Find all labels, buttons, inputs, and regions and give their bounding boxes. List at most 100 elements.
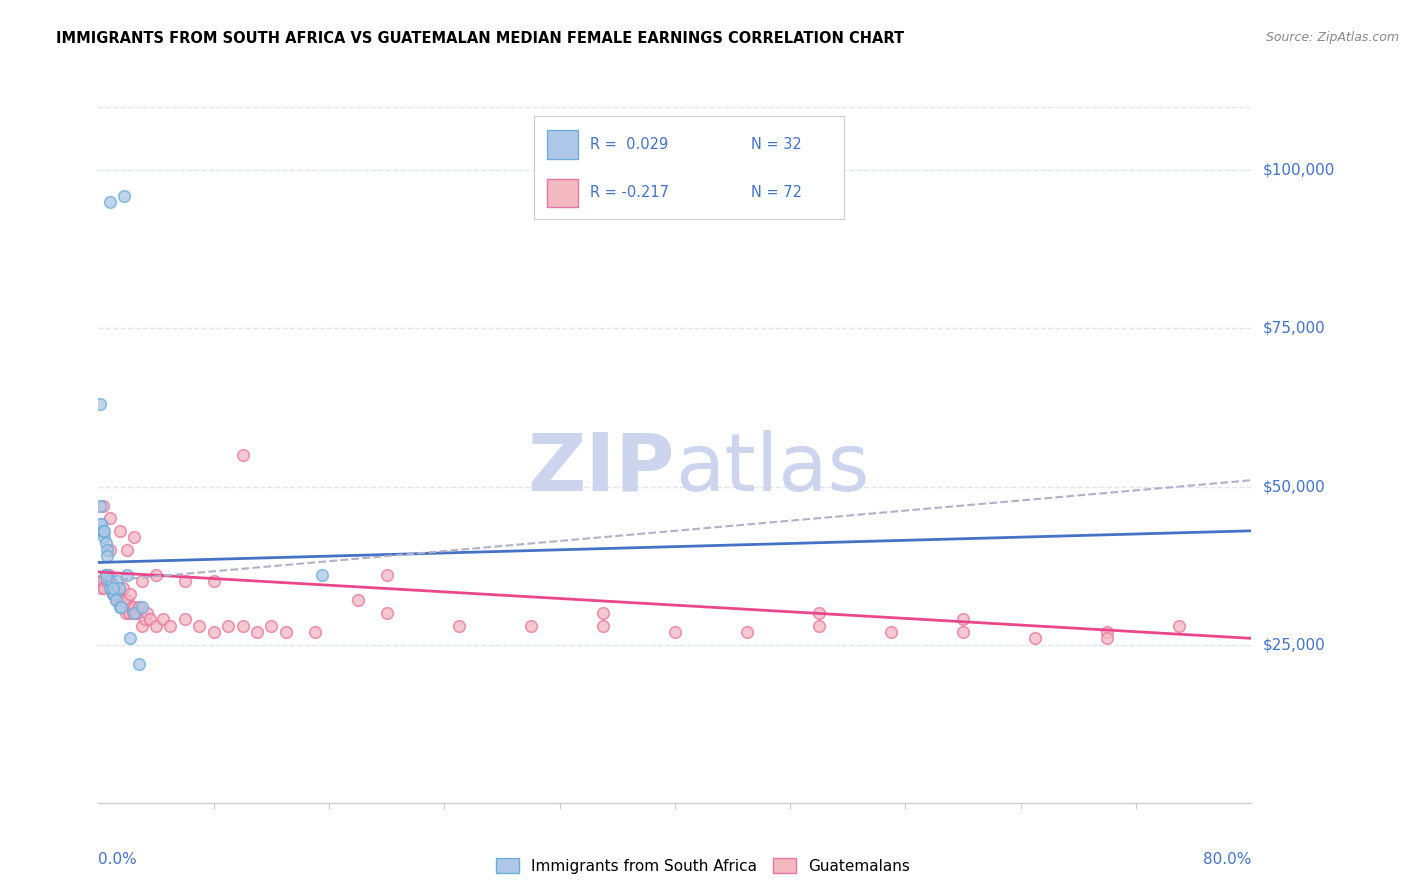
- Point: [346, 593, 368, 607]
- Point: [125, 606, 148, 620]
- Point: [136, 606, 159, 620]
- Point: [124, 530, 146, 544]
- Point: [120, 587, 142, 601]
- Point: [124, 606, 146, 620]
- Point: [122, 606, 145, 620]
- Point: [89, 574, 111, 589]
- Point: [110, 587, 132, 601]
- Point: [96, 542, 118, 557]
- Point: [89, 397, 111, 411]
- Point: [101, 587, 124, 601]
- Point: [188, 618, 211, 632]
- Point: [111, 581, 134, 595]
- Point: [152, 612, 174, 626]
- Text: $75,000: $75,000: [1263, 321, 1326, 336]
- Text: ZIP: ZIP: [527, 430, 675, 508]
- Point: [117, 542, 138, 557]
- Point: [112, 593, 135, 607]
- Point: [231, 618, 254, 632]
- Point: [735, 625, 758, 640]
- Text: R = -0.217: R = -0.217: [591, 186, 669, 201]
- Point: [131, 599, 153, 614]
- Point: [1168, 618, 1191, 632]
- Point: [124, 599, 146, 614]
- Point: [260, 618, 283, 632]
- Point: [98, 511, 121, 525]
- Text: $50,000: $50,000: [1263, 479, 1326, 494]
- Point: [128, 599, 150, 614]
- Point: [117, 593, 138, 607]
- Point: [807, 618, 830, 632]
- Point: [94, 568, 117, 582]
- Point: [174, 612, 197, 626]
- Point: [159, 618, 181, 632]
- Point: [592, 618, 614, 632]
- Text: 0.0%: 0.0%: [98, 852, 138, 866]
- Point: [139, 612, 162, 626]
- Text: Source: ZipAtlas.com: Source: ZipAtlas.com: [1265, 31, 1399, 45]
- Point: [952, 612, 974, 626]
- Point: [96, 549, 118, 563]
- Point: [520, 618, 543, 632]
- Point: [447, 618, 470, 632]
- Point: [98, 581, 121, 595]
- Point: [131, 618, 153, 632]
- Point: [93, 530, 115, 544]
- Point: [98, 194, 121, 209]
- Point: [101, 587, 124, 601]
- Point: [94, 536, 117, 550]
- Point: [90, 517, 112, 532]
- Point: [108, 593, 131, 607]
- Point: [110, 599, 132, 614]
- Text: R =  0.029: R = 0.029: [591, 137, 668, 153]
- Point: [131, 574, 153, 589]
- Point: [231, 448, 254, 462]
- Point: [952, 625, 974, 640]
- Point: [104, 593, 127, 607]
- Point: [174, 574, 197, 589]
- Point: [121, 599, 143, 614]
- Point: [107, 581, 129, 595]
- Point: [145, 568, 167, 582]
- Point: [127, 606, 149, 620]
- Point: [880, 625, 903, 640]
- FancyBboxPatch shape: [547, 130, 578, 159]
- Point: [91, 574, 114, 589]
- Point: [98, 542, 121, 557]
- Point: [145, 618, 167, 632]
- Point: [97, 568, 120, 582]
- Point: [107, 581, 129, 595]
- Point: [103, 587, 125, 601]
- Point: [246, 625, 269, 640]
- Point: [100, 574, 122, 589]
- Point: [112, 188, 135, 202]
- Point: [91, 524, 114, 538]
- Point: [104, 593, 127, 607]
- Point: [311, 568, 333, 582]
- Point: [118, 606, 141, 620]
- Point: [1097, 625, 1119, 640]
- Point: [105, 587, 128, 601]
- Point: [120, 632, 142, 646]
- Text: $25,000: $25,000: [1263, 637, 1326, 652]
- Point: [90, 581, 112, 595]
- Point: [94, 568, 117, 582]
- Point: [94, 568, 117, 582]
- Point: [103, 581, 125, 595]
- Point: [101, 581, 124, 595]
- Point: [97, 574, 120, 589]
- Point: [664, 625, 686, 640]
- Point: [93, 524, 115, 538]
- Point: [375, 568, 398, 582]
- Point: [105, 574, 128, 589]
- Point: [96, 574, 118, 589]
- Point: [114, 606, 136, 620]
- Point: [217, 618, 239, 632]
- Point: [1024, 632, 1046, 646]
- Text: $100,000: $100,000: [1263, 163, 1334, 178]
- Point: [90, 517, 112, 532]
- Point: [202, 625, 225, 640]
- Point: [1097, 632, 1119, 646]
- Point: [202, 574, 225, 589]
- Point: [89, 499, 111, 513]
